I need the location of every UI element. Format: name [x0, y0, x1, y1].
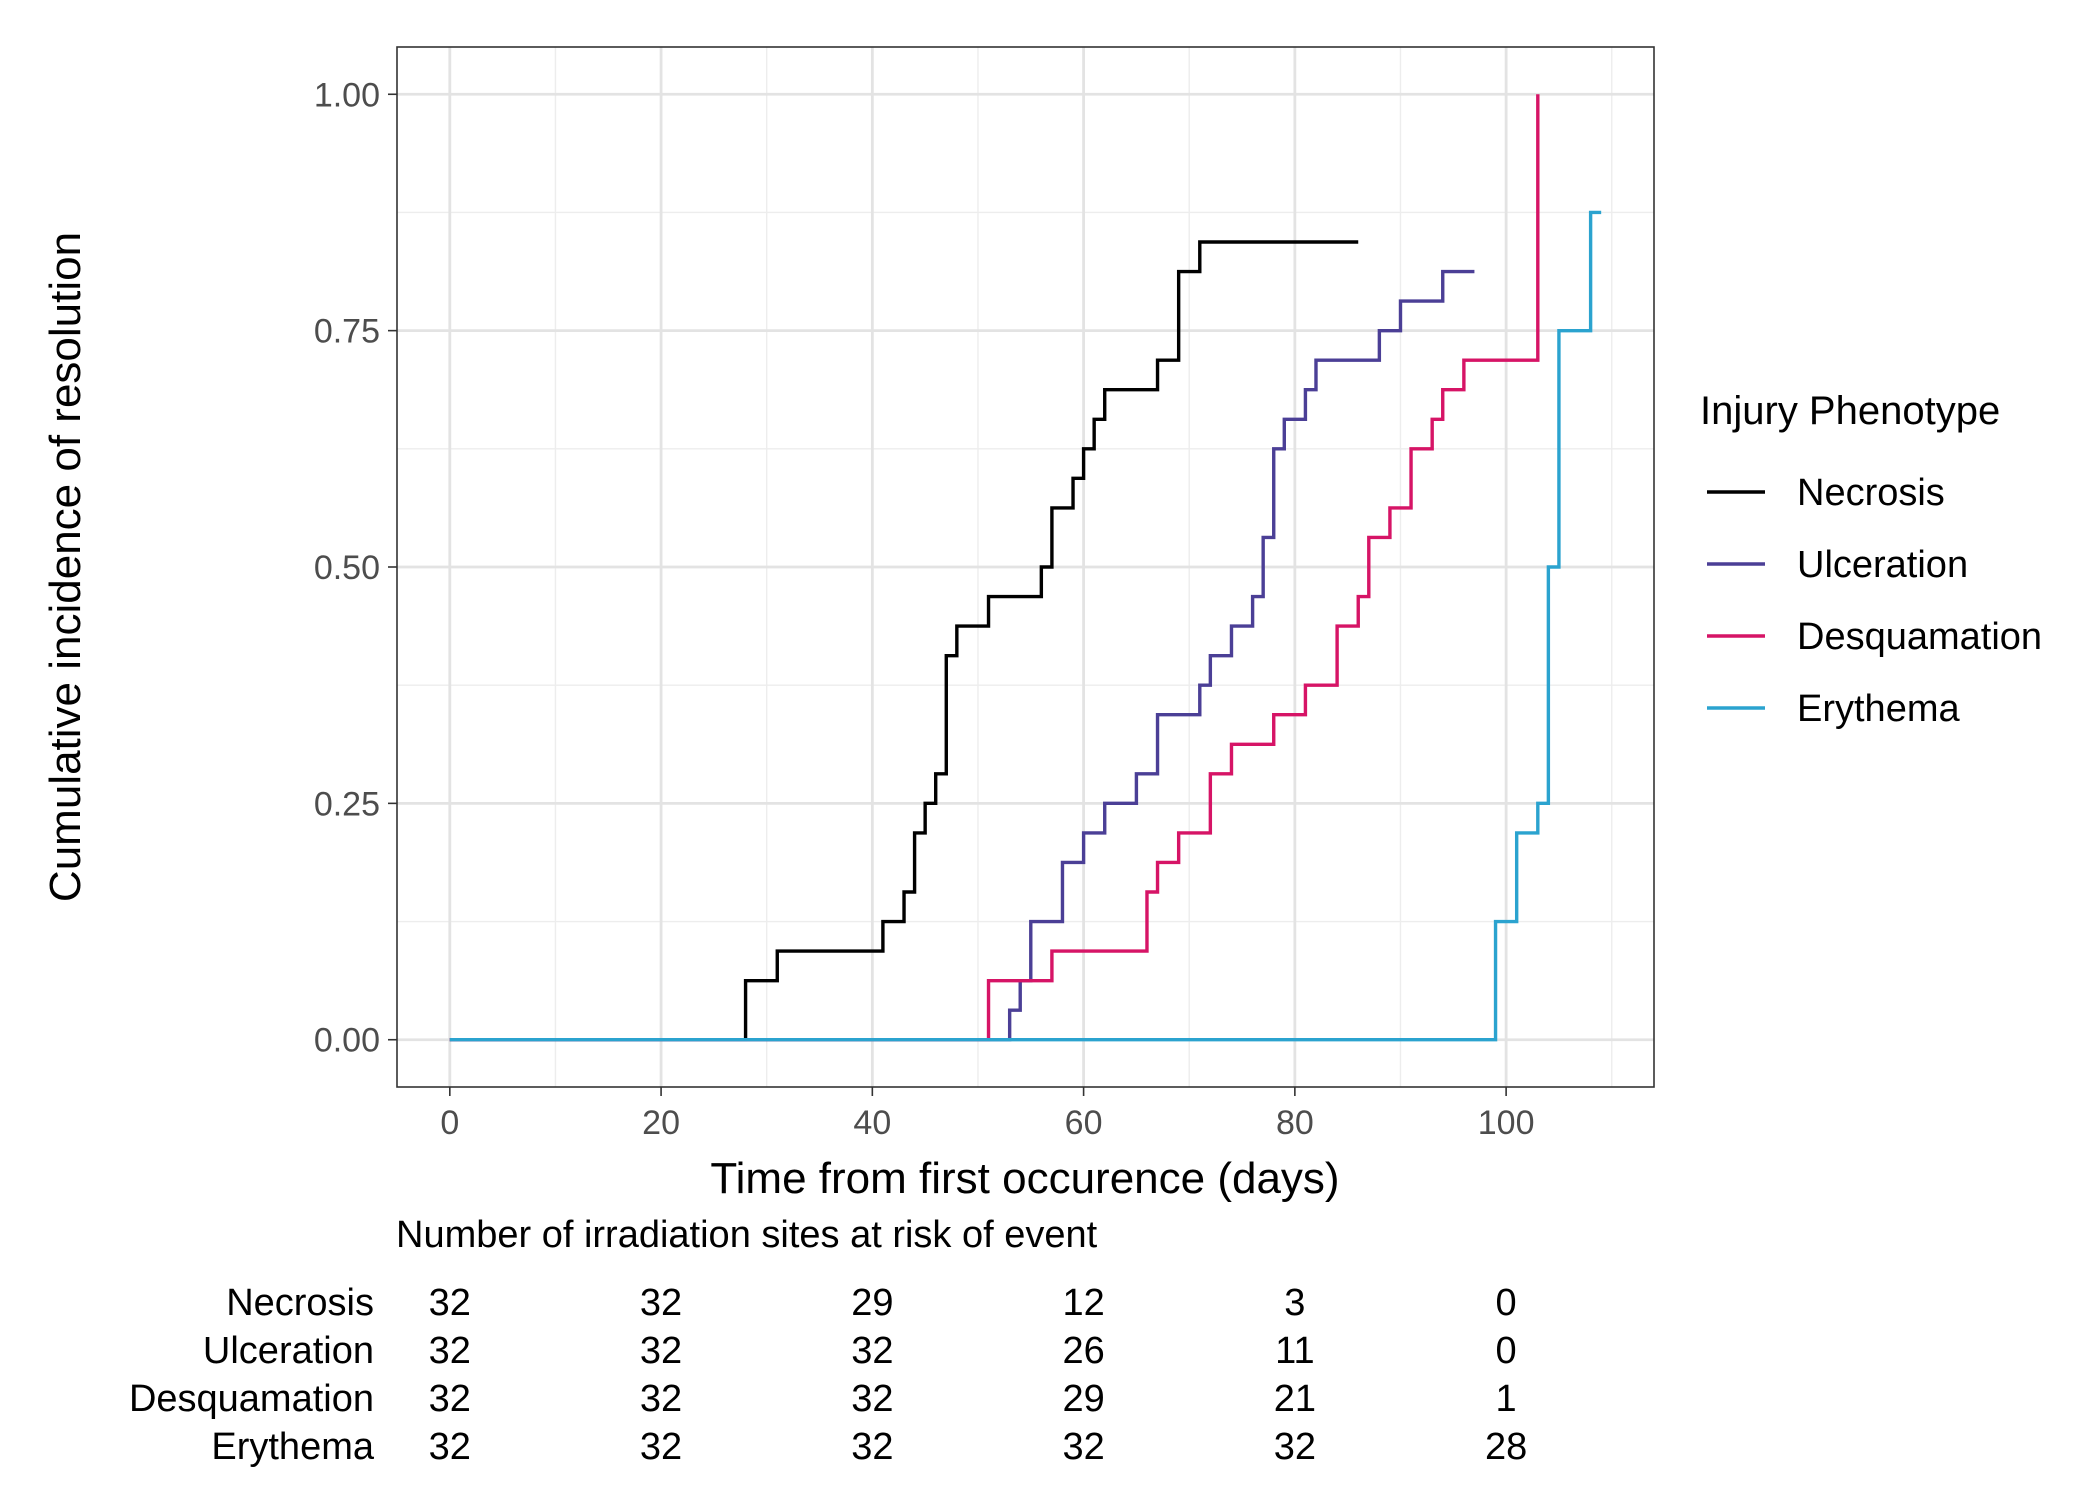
y-axis-title: Cumulative incidence of resolution — [41, 232, 90, 902]
y-tick-label: 0.25 — [314, 785, 380, 823]
x-tick-label: 100 — [1478, 1104, 1535, 1142]
risk-cell: 28 — [1485, 1426, 1527, 1468]
risk-cell: 29 — [851, 1282, 893, 1324]
risk-cell: 0 — [1496, 1282, 1517, 1324]
risk-table-title: Number of irradiation sites at risk of e… — [396, 1214, 1098, 1256]
risk-row-label-necrosis: Necrosis — [226, 1282, 374, 1324]
legend: Injury Phenotype Necrosis Ulceration Desqu… — [1700, 389, 2042, 730]
risk-cell: 21 — [1274, 1378, 1316, 1420]
legend-label-erythema: Erythema — [1797, 688, 1960, 730]
y-tick-label: 0.50 — [314, 549, 380, 587]
risk-cell: 32 — [429, 1330, 471, 1372]
risk-cell: 32 — [640, 1426, 682, 1468]
risk-cell: 32 — [1062, 1426, 1104, 1468]
risk-cell: 32 — [851, 1378, 893, 1420]
risk-cell: 32 — [429, 1378, 471, 1420]
risk-cell: 12 — [1062, 1282, 1104, 1324]
x-axis-title: Time from first occurence (days) — [710, 1154, 1339, 1203]
risk-cell: 32 — [640, 1330, 682, 1372]
series-line-desquamation — [449, 94, 1540, 1042]
risk-cell: 32 — [640, 1282, 682, 1324]
risk-cell: 32 — [429, 1426, 471, 1468]
risk-cell: 32 — [1274, 1426, 1316, 1468]
risk-row-label-erythema: Erythema — [211, 1426, 374, 1468]
risk-cell: 29 — [1062, 1378, 1104, 1420]
x-tick-label: 0 — [440, 1104, 459, 1142]
legend-label-necrosis: Necrosis — [1797, 472, 1945, 514]
risk-cell: 32 — [851, 1426, 893, 1468]
x-tick-label: 60 — [1065, 1104, 1103, 1142]
risk-cell: 1 — [1496, 1378, 1517, 1420]
risk-cell: 32 — [640, 1378, 682, 1420]
risk-row-label-desquamation: Desquamation — [129, 1378, 374, 1420]
risk-table-body: Necrosis 32 32 29 12 3 0 Ulceration 32 32 32 26 11 0 D… — [129, 1282, 1527, 1468]
x-tick-label: 20 — [642, 1104, 680, 1142]
risk-cell: 26 — [1062, 1330, 1104, 1372]
legend-title: Injury Phenotype — [1700, 389, 2000, 433]
y-tick-label: 0.00 — [314, 1022, 380, 1060]
risk-cell: 0 — [1496, 1330, 1517, 1372]
x-tick-label: 40 — [853, 1104, 891, 1142]
legend-items: Necrosis Ulceration Desquamation Erythema — [1707, 472, 2042, 730]
series-line-erythema — [449, 210, 1602, 1042]
legend-label-desquamation: Desquamation — [1797, 616, 2042, 658]
risk-cell: 32 — [429, 1282, 471, 1324]
series-layer — [449, 94, 1602, 1042]
y-tick-label: 0.75 — [314, 313, 380, 351]
series-line-ulceration — [449, 269, 1475, 1042]
series-line-necrosis — [449, 240, 1359, 1042]
x-tick-label: 80 — [1276, 1104, 1314, 1142]
y-tick-label: 1.00 — [314, 76, 380, 114]
risk-row-label-ulceration: Ulceration — [203, 1330, 374, 1372]
legend-label-ulceration: Ulceration — [1797, 544, 1968, 586]
risk-cell: 3 — [1284, 1282, 1305, 1324]
axis-layer: 0 20 40 60 80 100 0.00 0.25 0.50 0.75 1.00 — [314, 76, 1535, 1142]
risk-cell: 11 — [1275, 1330, 1314, 1372]
risk-table: Number of irradiation sites at risk of e… — [129, 1214, 1527, 1468]
risk-cell: 32 — [851, 1330, 893, 1372]
